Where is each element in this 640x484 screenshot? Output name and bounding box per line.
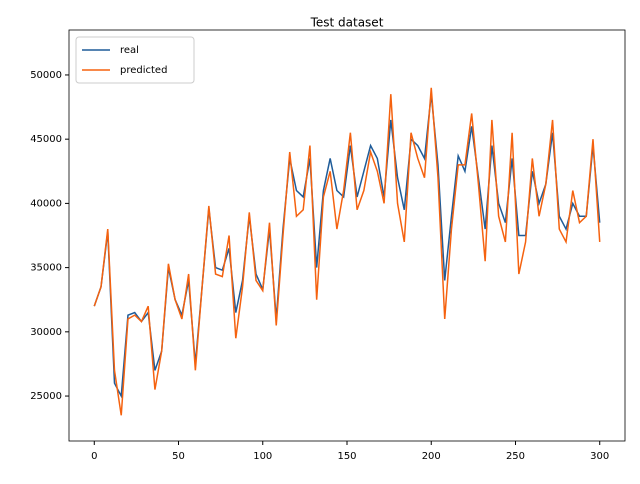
x-tick-label: 250 [506,451,525,462]
y-tick-label: 25000 [30,391,62,402]
y-tick-label: 40000 [30,198,62,209]
x-tick-label: 0 [91,451,97,462]
x-tick-label: 300 [590,451,609,462]
y-tick-label: 50000 [30,70,62,81]
y-tick-label: 45000 [30,134,62,145]
chart-title: Test dataset [310,16,384,30]
x-tick-label: 50 [172,451,185,462]
legend-label: predicted [120,65,167,76]
legend-box [75,36,195,84]
y-tick-label: 30000 [30,327,62,338]
y-tick-label: 35000 [30,263,62,274]
series-line [93,94,601,399]
axes-frame [68,29,626,442]
x-tick-label: 100 [253,451,272,462]
x-tick-label: 200 [422,451,441,462]
x-tick-label: 150 [337,451,356,462]
series-line [93,87,601,416]
legend-label: real [120,45,139,56]
